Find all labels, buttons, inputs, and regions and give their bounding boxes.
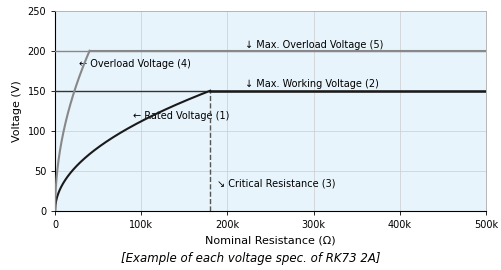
Text: ↓ Max. Overload Voltage (5): ↓ Max. Overload Voltage (5) — [244, 40, 383, 50]
Text: ← Rated Voltage (1): ← Rated Voltage (1) — [133, 111, 229, 121]
Y-axis label: Voltage (V): Voltage (V) — [12, 80, 22, 141]
Text: ↘ Critical Resistance (3): ↘ Critical Resistance (3) — [217, 178, 336, 188]
X-axis label: Nominal Resistance (Ω): Nominal Resistance (Ω) — [205, 235, 336, 245]
Text: [Example of each voltage spec. of RK73 2A]: [Example of each voltage spec. of RK73 2… — [121, 252, 380, 265]
Text: ↓ Max. Working Voltage (2): ↓ Max. Working Voltage (2) — [244, 79, 379, 89]
Text: ← Overload Voltage (4): ← Overload Voltage (4) — [79, 59, 191, 69]
